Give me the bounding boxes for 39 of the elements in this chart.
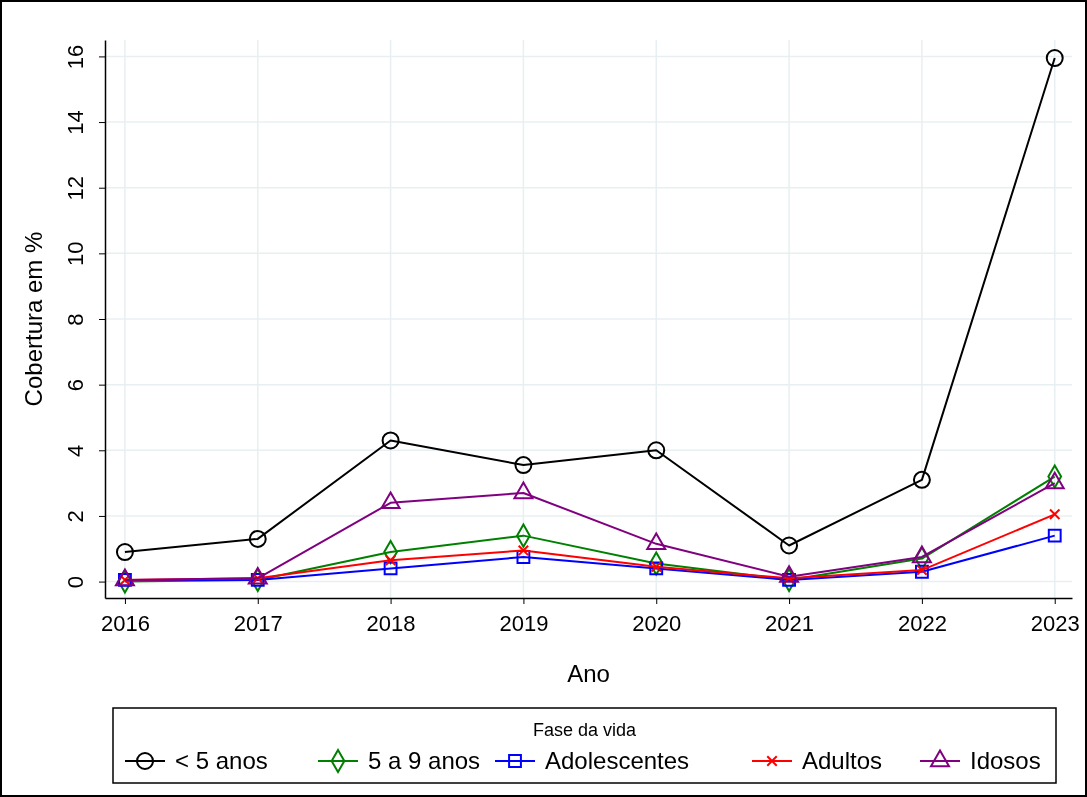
y-tick-label: 10 [63, 241, 88, 267]
point [1045, 49, 1064, 68]
point [1047, 528, 1062, 543]
y-tick-label: 6 [63, 379, 88, 392]
legend-label: Adultos [802, 747, 883, 774]
x-tick-label: 2020 [632, 611, 682, 637]
point [384, 554, 397, 566]
point [115, 543, 134, 562]
y-tick-label: 0 [63, 575, 88, 589]
y-axis-title: Cobertura em % [20, 231, 47, 407]
y-tick-label: 4 [63, 444, 88, 457]
point [647, 441, 666, 460]
legend-label: Adolescentes [545, 747, 690, 774]
x-tick-label: 2018 [366, 611, 416, 637]
legend-title: Fase da vida [532, 720, 638, 740]
x-tick-label: 2021 [765, 611, 815, 637]
x-axis-title: Ano [567, 660, 610, 687]
x-tick-label: 2022 [897, 611, 947, 637]
y-tick-label: 16 [63, 44, 88, 70]
y-tick-label: 8 [63, 313, 88, 326]
point [381, 431, 400, 450]
x-tick-label: 2023 [1030, 611, 1080, 637]
legend-label: 5 a 9 anos [368, 747, 481, 774]
point [516, 550, 531, 564]
y-tick-label: 2 [63, 510, 88, 523]
y-tick-label: 12 [63, 175, 88, 201]
y-tick-label: 14 [63, 110, 88, 135]
x-tick-label: 2019 [499, 611, 549, 637]
point [912, 470, 931, 489]
legend-label: Idosos [970, 747, 1041, 774]
x-tick-label: 2017 [233, 611, 283, 637]
point [383, 561, 398, 576]
point [248, 529, 267, 548]
point [514, 456, 533, 475]
legend-label: < 5 anos [175, 747, 268, 774]
point [780, 536, 799, 555]
point [517, 544, 530, 557]
point [1049, 508, 1061, 521]
x-tick-label: 2016 [100, 611, 150, 637]
